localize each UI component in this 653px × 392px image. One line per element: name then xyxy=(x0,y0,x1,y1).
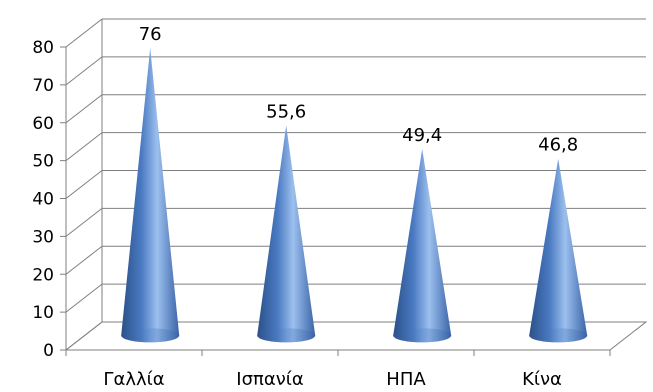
y-tick-label: 50 xyxy=(32,152,54,172)
data-label: 55,6 xyxy=(266,101,306,122)
cones xyxy=(121,48,588,343)
cone-body xyxy=(121,48,180,343)
side-gridline xyxy=(65,207,103,237)
y-tick-label: 60 xyxy=(32,114,54,134)
side-gridline xyxy=(65,132,103,162)
side-gridline xyxy=(65,283,103,313)
labels: 0 10 20 30 40 50 60 70 80 76 Γαλλία 55,6 Ισπανία 49,4… xyxy=(32,24,578,390)
y-tick-label: 30 xyxy=(32,227,54,247)
x-category-label: Κίνα xyxy=(522,369,562,390)
y-tick-label: 70 xyxy=(32,76,54,96)
chart-floor xyxy=(64,321,648,351)
y-tick-label: 0 xyxy=(43,341,54,361)
cone-body xyxy=(529,158,588,343)
cone-body xyxy=(393,148,452,343)
x-category-label: Γαλλία xyxy=(103,369,164,390)
cone-base xyxy=(257,328,316,343)
side-gridline xyxy=(65,245,103,275)
y-tick-label: 80 xyxy=(32,38,54,58)
cone-base xyxy=(393,328,452,343)
cone-bar xyxy=(393,148,452,343)
cone-bar xyxy=(529,158,588,343)
data-label: 76 xyxy=(139,24,162,45)
side-gridline xyxy=(65,94,103,124)
cone-base xyxy=(529,328,588,343)
y-tick-label: 40 xyxy=(32,190,54,210)
cone-base xyxy=(121,328,180,343)
data-label: 49,4 xyxy=(402,125,442,146)
x-category-label: Ισπανία xyxy=(236,369,303,390)
data-label: 46,8 xyxy=(538,135,578,156)
axes xyxy=(60,46,611,356)
cone-bar xyxy=(257,125,316,343)
y-tick-label: 10 xyxy=(32,303,54,323)
side-gridline xyxy=(65,170,103,199)
side-gridline xyxy=(65,18,103,48)
gridlines xyxy=(64,18,648,351)
x-category-label: ΗΠΑ xyxy=(386,369,426,390)
cone-bar xyxy=(121,48,180,343)
cone-body xyxy=(257,125,316,343)
side-gridline xyxy=(65,56,103,86)
y-tick-label: 20 xyxy=(32,265,54,285)
